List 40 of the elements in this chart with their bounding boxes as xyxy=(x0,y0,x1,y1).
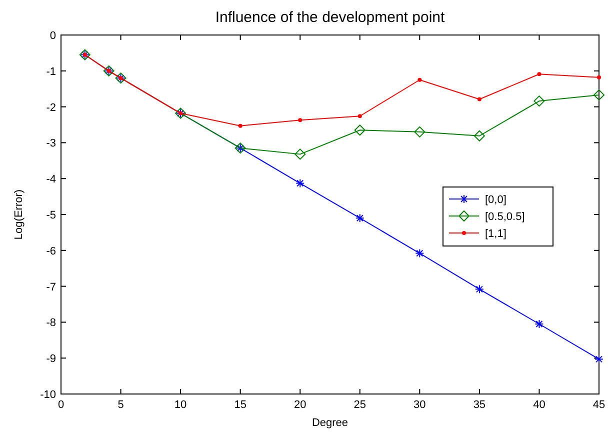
y-tick-label: -7 xyxy=(46,281,56,294)
point xyxy=(298,118,302,122)
y-axis-title: Log(Error) xyxy=(13,189,25,240)
point xyxy=(418,78,422,82)
y-tick-label: -9 xyxy=(46,353,56,366)
y-tick-label: -10 xyxy=(40,389,56,401)
x-tick-label: 0 xyxy=(58,399,64,411)
x-tick-label: 35 xyxy=(473,399,486,411)
y-tick-label: -1 xyxy=(46,66,56,78)
point xyxy=(534,96,545,107)
legend-label: [0,0] xyxy=(485,194,506,206)
point xyxy=(354,124,366,136)
legend-label: [1,1] xyxy=(485,228,506,240)
point xyxy=(414,126,426,138)
y-tick-label: -6 xyxy=(46,245,56,258)
x-tick-label: 40 xyxy=(533,399,546,411)
y-tick-label: 0 xyxy=(50,30,56,42)
point xyxy=(474,130,485,142)
x-tick-label: 5 xyxy=(118,399,124,411)
y-tick-label: -8 xyxy=(46,317,56,330)
point xyxy=(238,124,242,128)
y-tick-label: -4 xyxy=(46,174,56,186)
point xyxy=(537,72,542,76)
x-tick-label: 45 xyxy=(592,399,606,411)
point xyxy=(594,89,604,100)
x-tick-label: 25 xyxy=(354,399,366,411)
point xyxy=(294,148,306,160)
x-tick-label: 15 xyxy=(234,399,246,411)
y-tick-label: -2 xyxy=(46,102,56,114)
y-tick-label: -5 xyxy=(46,210,56,222)
x-tick-label: 20 xyxy=(294,399,306,411)
x-tick-label: 30 xyxy=(414,399,426,411)
point xyxy=(358,114,362,118)
y-tick-label: -3 xyxy=(46,138,56,150)
x-axis-title: Degree xyxy=(312,417,348,429)
legend-label: [0.5,0.5] xyxy=(485,211,525,223)
chart-title: Influence of the development point xyxy=(215,9,446,26)
point xyxy=(597,75,601,80)
point xyxy=(477,97,482,102)
x-tick-label: 10 xyxy=(174,399,187,411)
